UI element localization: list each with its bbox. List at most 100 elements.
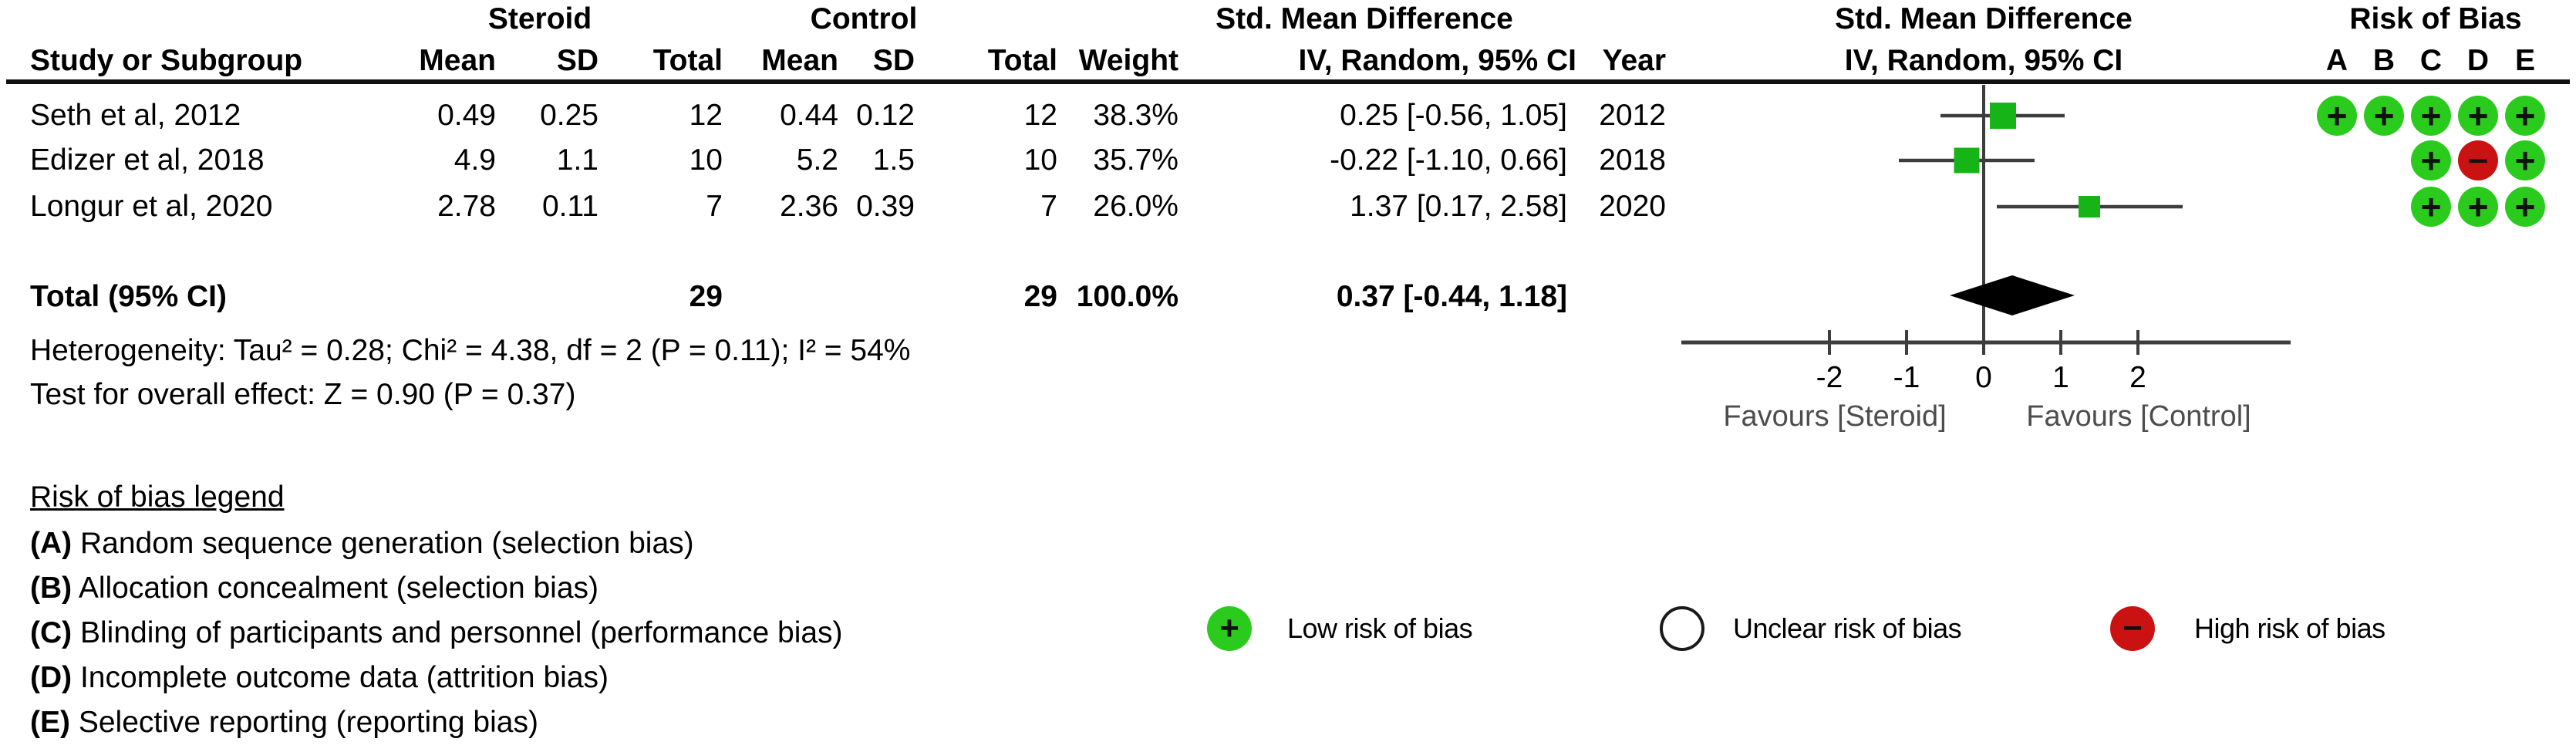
- cell-sd-steroid: 1.1: [556, 143, 598, 177]
- high-risk-icon: −: [2110, 606, 2155, 651]
- rob-circle-E-low: +: [2505, 96, 2545, 136]
- rob-legend-item: (C) Blinding of participants and personn…: [30, 611, 843, 656]
- cell-total-control: 12: [1023, 99, 1057, 132]
- cell-total-steroid: 12: [689, 99, 723, 132]
- col-header-total-control: Total: [987, 44, 1057, 77]
- rob-circle-B-low: +: [2364, 96, 2404, 136]
- rob-legend-text: Selective reporting (reporting bias): [70, 706, 538, 739]
- plus-glyph: +: [1219, 609, 1239, 647]
- cell-study-name: Seth et al, 2012: [30, 99, 241, 132]
- cell-smd-ci: -0.22 [-1.10, 0.66]: [1330, 143, 1567, 177]
- forest-plot-canvas: -2 -1 0 1 2 Favours [Steroid] Favours [Control…: [1681, 85, 2291, 433]
- rob-circle-A-low: +: [2317, 96, 2357, 136]
- rob-legend-title: Risk of bias legend: [30, 481, 285, 514]
- rob-col-letter-e: E: [2514, 44, 2536, 77]
- cell-year: 2020: [1599, 190, 1666, 223]
- rob-legend-text: Random sequence generation (selection bi…: [72, 527, 694, 560]
- plot-header-smd: Std. Mean Difference: [1835, 2, 2133, 35]
- group-header-steroid: Steroid: [487, 2, 592, 35]
- rob-legend-letter: (D): [30, 661, 72, 694]
- rob-legend-item: (B) Allocation concealment (selection bi…: [30, 566, 598, 611]
- rob-legend-text: Blinding of participants and personnel (…: [72, 616, 843, 649]
- effect-square: [1954, 147, 1980, 174]
- cell-total-steroid: 10: [689, 143, 723, 177]
- favours-left-label: Favours [Steroid]: [1723, 400, 1946, 433]
- low-risk-label: Low risk of bias: [1287, 612, 1473, 644]
- cell-mean-control: 5.2: [796, 143, 838, 177]
- col-header-sd-steroid: SD: [556, 44, 598, 77]
- axis-tick-label: 2: [2129, 361, 2146, 394]
- col-header-weight: Weight: [1078, 44, 1178, 77]
- cell-smd-ci: 0.25 [-0.56, 1.05]: [1340, 99, 1567, 132]
- col-header-total-steroid: Total: [652, 44, 723, 77]
- rob-circle-D-low: +: [2458, 96, 2498, 136]
- rob-circle-C-low: +: [2411, 187, 2451, 227]
- favours-right-label: Favours [Control]: [2026, 400, 2251, 433]
- rob-legend-letter: (B): [30, 572, 72, 605]
- cell-total-control: 7: [1040, 190, 1057, 223]
- rob-circle-D-low: +: [2458, 187, 2498, 227]
- total-weight: 100.0%: [1076, 280, 1178, 313]
- rob-circle-C-low: +: [2411, 140, 2451, 180]
- heterogeneity-text: Heterogeneity: Tau² = 0.28; Chi² = 4.38,…: [30, 334, 911, 367]
- plot-header-iv: IV, Random, 95% CI: [1844, 44, 2123, 77]
- group-header-control: Control: [810, 2, 918, 35]
- col-header-mean-control: Mean: [761, 44, 838, 77]
- unclear-risk-label: Unclear risk of bias: [1733, 612, 1962, 644]
- rob-circle-E-low: +: [2505, 187, 2545, 227]
- col-header-year: Year: [1602, 44, 1666, 77]
- cell-sd-control: 0.39: [856, 190, 915, 223]
- cell-year: 2018: [1599, 143, 1666, 177]
- high-risk-label: High risk of bias: [2194, 612, 2385, 644]
- cell-mean-steroid: 4.9: [453, 143, 496, 177]
- cell-study-name: Edizer et al, 2018: [30, 143, 265, 177]
- cell-sd-steroid: 0.25: [540, 99, 598, 132]
- pooled-diamond: [1950, 275, 2075, 315]
- rob-legend-item: (D) Incomplete outcome data (attrition b…: [30, 656, 609, 700]
- cell-sd-control: 0.12: [856, 99, 915, 132]
- cell-mean-steroid: 2.78: [437, 190, 496, 223]
- cell-mean-control: 2.36: [780, 190, 838, 223]
- total-n-steroid: 29: [689, 280, 723, 313]
- cell-year: 2012: [1599, 99, 1666, 132]
- cell-total-steroid: 7: [706, 190, 723, 223]
- rob-col-letter-b: B: [2372, 44, 2396, 77]
- overall-effect-text: Test for overall effect: Z = 0.90 (P = 0…: [30, 378, 576, 411]
- cell-mean-steroid: 0.49: [437, 99, 496, 132]
- rob-circle-E-low: +: [2505, 140, 2545, 180]
- effect-square: [2079, 196, 2100, 218]
- total-n-control: 29: [1023, 280, 1057, 313]
- cell-sd-steroid: 0.11: [541, 190, 598, 223]
- cell-total-control: 10: [1023, 143, 1057, 177]
- rob-legend-text: Allocation concealment (selection bias): [72, 572, 599, 605]
- low-risk-icon: +: [1207, 606, 1252, 651]
- cell-weight: 35.7%: [1093, 143, 1178, 177]
- cell-weight: 26.0%: [1093, 190, 1178, 223]
- rob-legend-letter: (E): [30, 706, 70, 739]
- rob-legend-item: (E) Selective reporting (reporting bias): [30, 700, 538, 745]
- minus-glyph: −: [2123, 609, 2143, 647]
- total-label: Total (95% CI): [30, 280, 227, 313]
- rob-header: Risk of Bias: [2349, 2, 2522, 35]
- col-header-mean-steroid: Mean: [419, 44, 496, 77]
- cell-mean-control: 0.44: [780, 99, 838, 132]
- axis-tick-label: -1: [1893, 361, 1920, 394]
- effect-square: [1990, 103, 2016, 129]
- axis-tick-label: 1: [2052, 361, 2069, 394]
- axis-tick-label: 0: [1975, 361, 1992, 394]
- rob-circle-D-high: −: [2458, 140, 2498, 180]
- cell-sd-control: 1.5: [872, 143, 915, 177]
- cell-weight: 38.3%: [1093, 99, 1178, 132]
- rob-legend-text: Incomplete outcome data (attrition bias): [72, 661, 609, 694]
- cell-study-name: Longur et al, 2020: [30, 190, 273, 223]
- col-header-study: Study or Subgroup: [30, 44, 303, 77]
- rob-col-letter-c: C: [2419, 44, 2443, 77]
- rob-legend-letter: (C): [30, 616, 72, 649]
- rob-legend-item: (A) Random sequence generation (selectio…: [30, 521, 694, 566]
- header-rule: [6, 79, 2570, 84]
- rob-col-letter-a: A: [2325, 44, 2348, 77]
- total-smd-ci: 0.37 [-0.44, 1.18]: [1336, 280, 1567, 313]
- col-header-sd-control: SD: [872, 44, 915, 77]
- axis-tick-label: -2: [1816, 361, 1843, 394]
